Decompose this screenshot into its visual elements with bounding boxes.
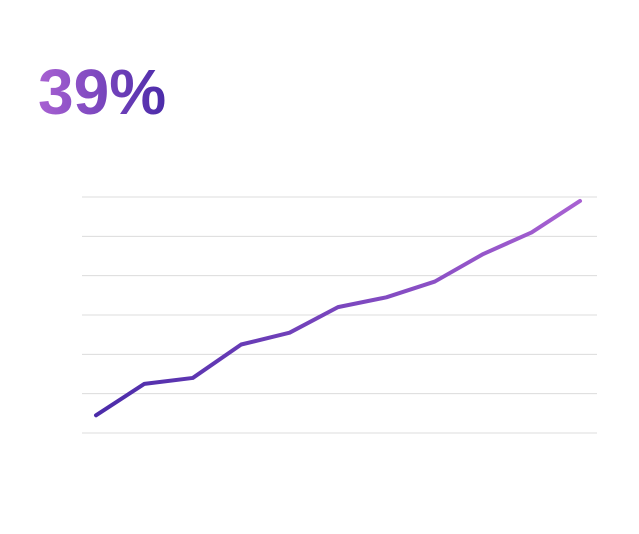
chart-title: 39% — [38, 56, 166, 128]
line-series — [94, 198, 582, 418]
